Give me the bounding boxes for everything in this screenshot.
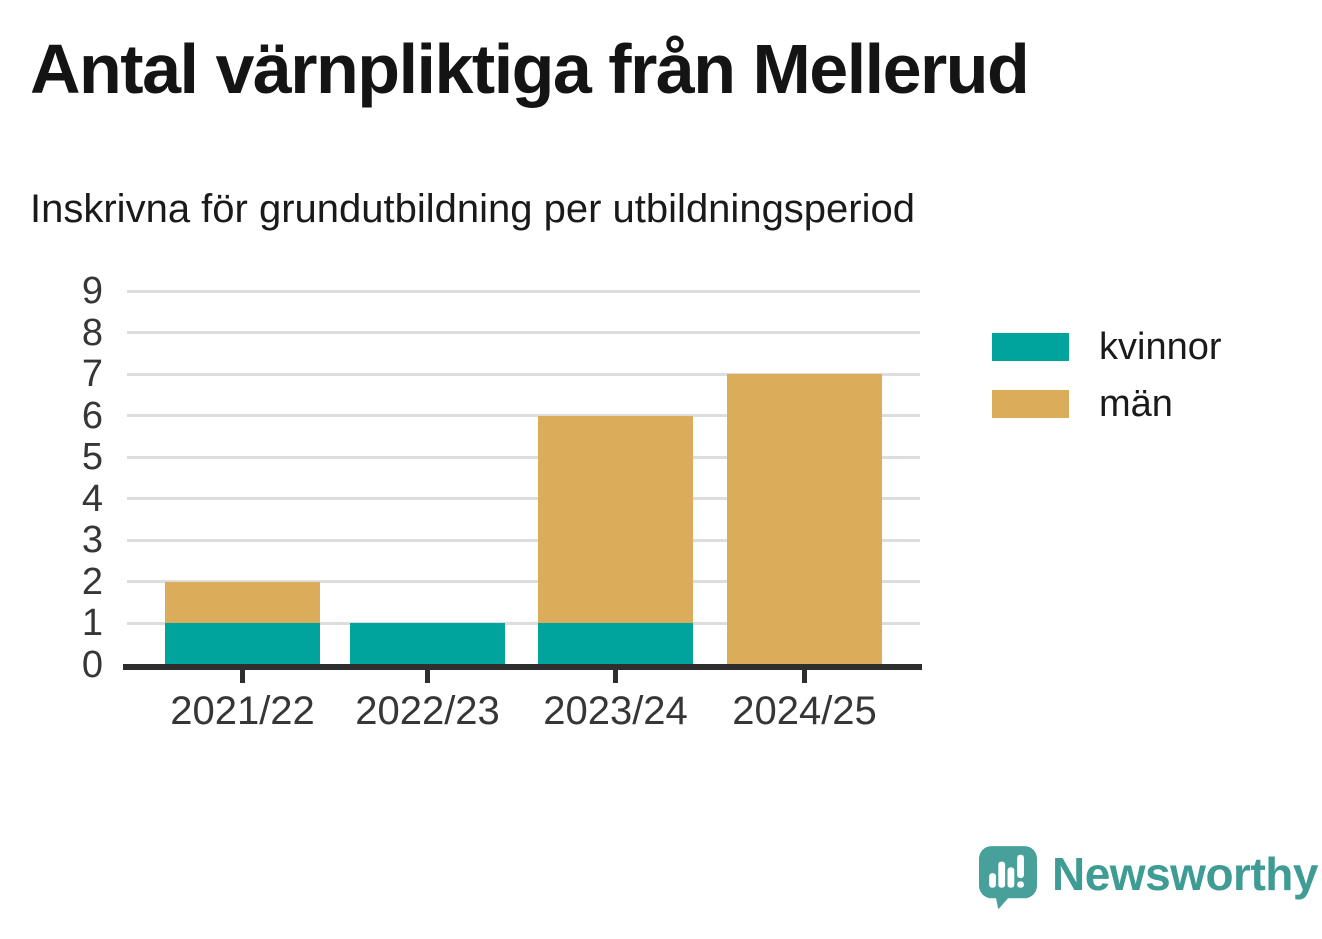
logo-wordmark: Newsworthy xyxy=(1052,848,1318,900)
x-tick-2022/23 xyxy=(425,670,430,683)
y-tick-label-8: 8 xyxy=(81,311,103,354)
y-tick-label-7: 7 xyxy=(81,353,103,396)
gridline-y-9 xyxy=(127,289,920,293)
gridline-y-4 xyxy=(127,497,920,501)
x-tick-label-2023/24: 2023/24 xyxy=(543,689,688,733)
bar-segment-kvinnor-2022/23 xyxy=(350,623,505,665)
x-tick-label-2022/23: 2022/23 xyxy=(355,689,500,733)
bar-2023/24 xyxy=(538,291,693,665)
gridline-y-5 xyxy=(127,455,920,459)
legend: kvinnor män xyxy=(992,326,1222,447)
y-tick-label-9: 9 xyxy=(81,270,103,312)
y-tick-label-6: 6 xyxy=(81,394,103,437)
plot-area xyxy=(127,289,920,665)
newsworthy-logo: Newsworthy xyxy=(979,846,1318,910)
y-tick-label-5: 5 xyxy=(81,436,103,479)
legend-swatch-kvinnor xyxy=(992,333,1069,361)
newsworthy-speech-bubble-chart-icon xyxy=(979,846,1037,910)
gridline-y-8 xyxy=(127,331,920,335)
legend-item-kvinnor: kvinnor xyxy=(992,326,1222,368)
x-tick-2021/22 xyxy=(240,670,245,683)
y-tick-label-2: 2 xyxy=(81,560,103,603)
legend-item-män: män xyxy=(992,383,1222,425)
bar-segment-män-2023/24 xyxy=(538,415,693,624)
legend-swatch-män xyxy=(992,390,1069,418)
legend-label-kvinnor: kvinnor xyxy=(1099,326,1222,368)
bar-2021/22 xyxy=(165,291,320,665)
x-tick-2024/25 xyxy=(802,670,807,683)
legend-label-män: män xyxy=(1099,383,1173,425)
y-tick-label-0: 0 xyxy=(81,644,103,686)
bar-segment-män-2021/22 xyxy=(165,581,320,624)
gridline-y-3 xyxy=(127,538,920,542)
y-tick-label-4: 4 xyxy=(81,477,103,520)
bar-2024/25 xyxy=(727,291,882,665)
y-tick-label-1: 1 xyxy=(81,602,103,645)
bar-segment-kvinnor-2021/22 xyxy=(165,623,320,665)
chart-title: Antal värnpliktiga från Mellerud xyxy=(30,30,1030,108)
gridline-y-2 xyxy=(127,580,920,584)
x-tick-label-2024/25: 2024/25 xyxy=(732,689,877,733)
x-tick-label-2021/22: 2021/22 xyxy=(170,689,315,733)
gridline-y-1 xyxy=(127,621,920,625)
gridline-y-6 xyxy=(127,414,920,418)
bar-segment-män-2024/25 xyxy=(727,374,882,665)
gridline-y-7 xyxy=(127,372,920,376)
x-axis-line xyxy=(123,664,922,670)
y-tick-label-3: 3 xyxy=(81,519,103,562)
x-tick-2023/24 xyxy=(613,670,618,683)
chart-subtitle: Inskrivna för grundutbildning per utbild… xyxy=(30,187,915,231)
bar-2022/23 xyxy=(350,291,505,665)
bar-segment-kvinnor-2023/24 xyxy=(538,623,693,665)
